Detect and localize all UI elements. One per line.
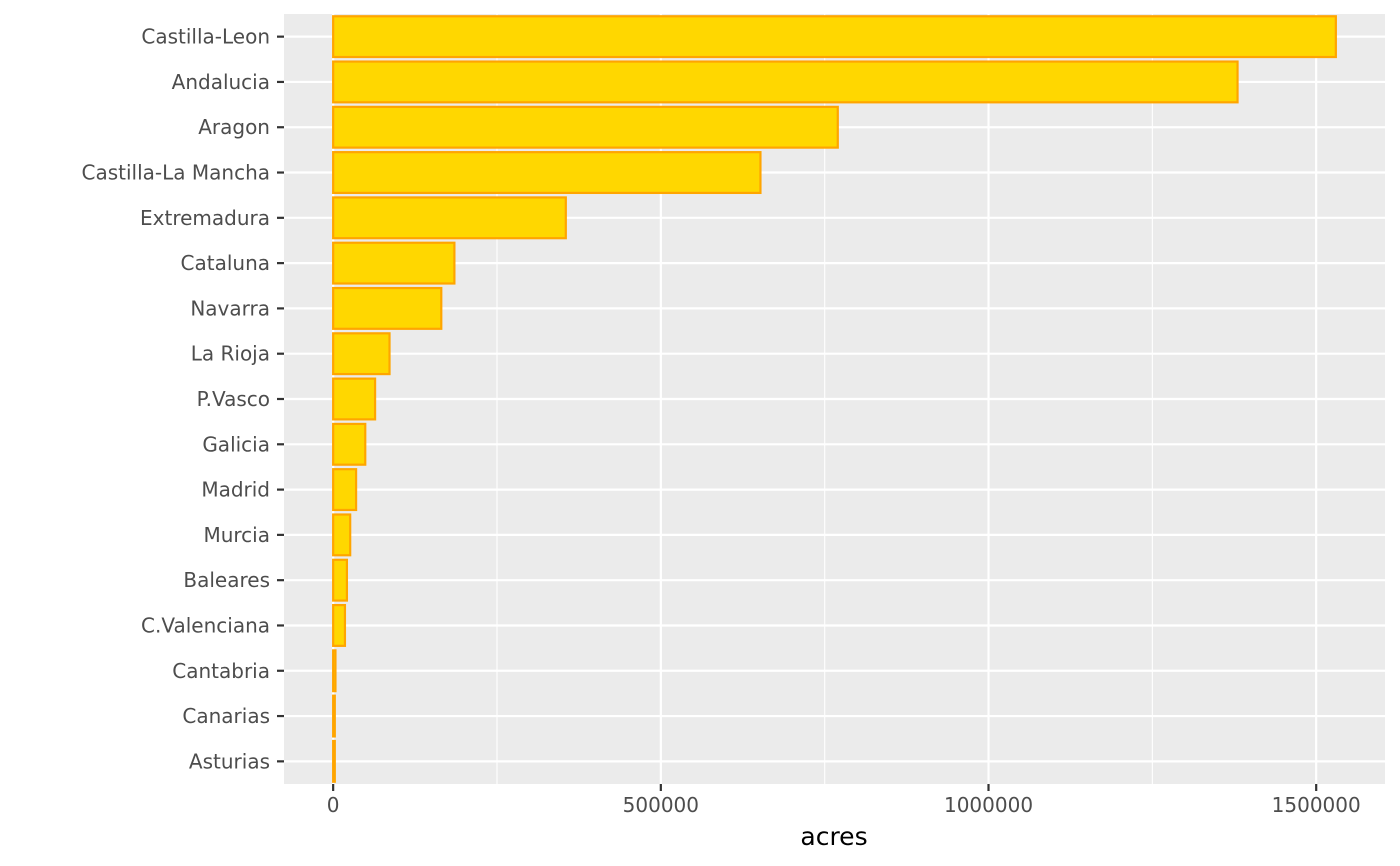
bar [332,422,367,466]
y-tick-label: Navarra [190,296,270,320]
bar [332,332,391,376]
y-tick-label: P.Vasco [197,387,270,411]
x-axis-title: acres [800,822,867,851]
y-tick-label: Murcia [203,523,270,547]
bar [332,105,839,149]
x-tick-label: 1000000 [944,793,1033,817]
bar [332,694,336,738]
bar [332,739,336,783]
y-tick-label: Baleares [183,568,270,592]
y-tick-label: Extremadura [140,206,270,230]
bar [332,286,443,330]
y-tick-label: Castilla-La Mancha [82,161,271,185]
y-tick-label: C.Valenciana [141,613,270,637]
y-tick-label: Asturias [189,749,270,773]
y-tick-label: Cataluna [181,251,270,275]
bar [332,377,377,421]
bar [332,196,567,240]
y-axis: Castilla-Leon Andalucia Aragon Castilla-La … [82,25,284,773]
bar [332,151,762,195]
x-axis: 0 500000 1000000 1500000 [327,784,1361,817]
y-tick-label: Castilla-Leon [141,25,270,49]
x-tick-label: 1500000 [1272,793,1361,817]
bar [332,241,456,285]
y-tick-label: Madrid [201,478,270,502]
y-tick-label: La Rioja [191,342,270,366]
y-tick-label: Canarias [182,704,270,728]
bars [332,15,1337,783]
x-tick-label: 500000 [623,793,699,817]
bar [332,558,349,602]
bar [332,513,352,557]
y-tick-label: Andalucia [172,70,270,94]
bar [332,468,358,512]
x-tick-label: 0 [327,793,340,817]
bar [332,15,1337,59]
y-tick-label: Galicia [202,432,270,456]
bar [332,649,337,693]
bar [332,60,1239,104]
y-tick-label: Aragon [198,115,270,139]
y-tick-label: Cantabria [172,659,270,683]
bar [332,603,347,647]
